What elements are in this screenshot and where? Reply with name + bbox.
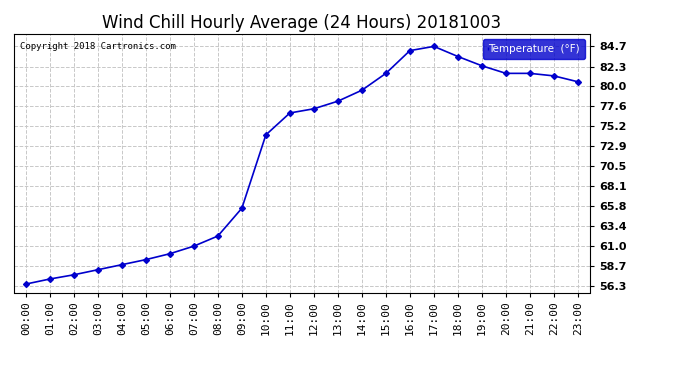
- Legend: Temperature  (°F): Temperature (°F): [483, 39, 584, 59]
- Text: Copyright 2018 Cartronics.com: Copyright 2018 Cartronics.com: [19, 42, 175, 51]
- Title: Wind Chill Hourly Average (24 Hours) 20181003: Wind Chill Hourly Average (24 Hours) 201…: [102, 14, 502, 32]
